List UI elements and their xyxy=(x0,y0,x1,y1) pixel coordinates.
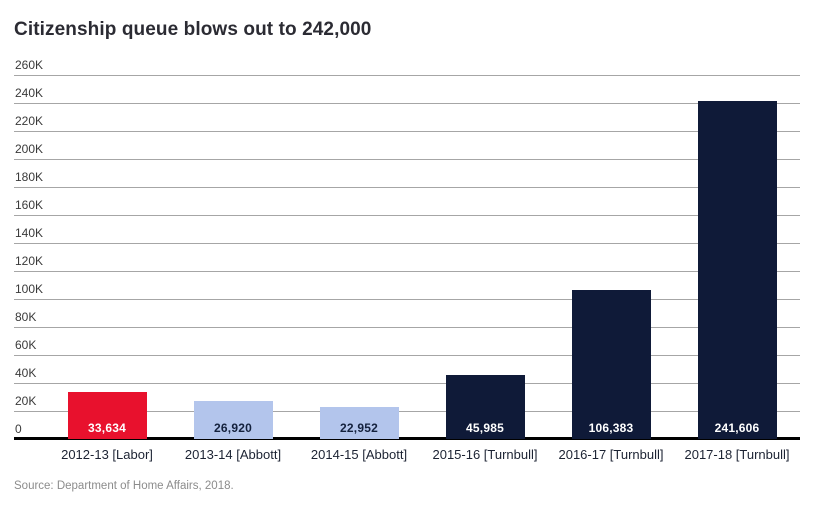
bar-value-label: 26,920 xyxy=(214,421,252,435)
bar-value-label: 33,634 xyxy=(88,421,126,435)
x-category-label: 2015-16 [Turnbull] xyxy=(432,447,538,462)
bar-2012-13: 33,634 xyxy=(67,392,147,439)
x-category-label: 2012-13 [Labor] xyxy=(61,447,153,462)
y-tick-label: 60K xyxy=(15,338,37,352)
x-category-label: 2016-17 [Turnbull] xyxy=(558,447,664,462)
gridline xyxy=(14,187,800,188)
gridline xyxy=(14,131,800,132)
y-tick-label: 140K xyxy=(15,226,44,240)
bar-2014-15: 22,952 xyxy=(319,407,399,439)
bar-value-label: 22,952 xyxy=(340,421,378,435)
bar-value-label: 241,606 xyxy=(714,421,760,435)
gridline xyxy=(14,411,800,412)
y-tick-label: 20K xyxy=(15,394,37,408)
bar-value-label: 106,383 xyxy=(588,421,634,435)
gridline xyxy=(14,159,800,160)
y-tick-label: 100K xyxy=(15,282,44,296)
y-tick-label: 120K xyxy=(15,254,44,268)
gridline xyxy=(14,383,800,384)
bar-2013-14: 26,920 xyxy=(193,401,273,439)
gridline xyxy=(14,215,800,216)
gridline xyxy=(14,299,800,300)
source-note: Source: Department of Home Affairs, 2018… xyxy=(14,480,234,492)
y-tick-label: 260K xyxy=(15,58,44,72)
bar-2015-16: 45,985 xyxy=(445,375,525,439)
y-tick-label: 160K xyxy=(15,198,44,212)
bar-value-label: 45,985 xyxy=(466,421,504,435)
gridline xyxy=(14,355,800,356)
x-category-label: 2017-18 [Turnbull] xyxy=(684,447,790,462)
gridline xyxy=(14,243,800,244)
y-tick-label: 180K xyxy=(15,170,44,184)
gridline xyxy=(14,75,800,76)
x-category-label: 2014-15 [Abbott] xyxy=(310,447,408,462)
y-tick-label: 240K xyxy=(15,86,44,100)
bar-2016-17: 106,383 xyxy=(571,290,651,439)
chart-title: Citizenship queue blows out to 242,000 xyxy=(14,19,372,40)
bar-2017-18: 241,606 xyxy=(697,101,777,439)
gridline xyxy=(14,103,800,104)
y-tick-label: 40K xyxy=(15,366,37,380)
y-tick-label: 0 xyxy=(15,422,22,436)
gridline xyxy=(14,327,800,328)
y-tick-label: 220K xyxy=(15,114,44,128)
gridline xyxy=(14,271,800,272)
y-tick-label: 200K xyxy=(15,142,44,156)
x-axis-line xyxy=(14,437,800,440)
bar-chart: 260K 240K 220K 200K 180K 160K 140K 120K 100K 80K 6… xyxy=(14,58,800,462)
y-tick-label: 80K xyxy=(15,310,37,324)
x-category-label: 2013-14 [Abbott] xyxy=(184,447,282,462)
